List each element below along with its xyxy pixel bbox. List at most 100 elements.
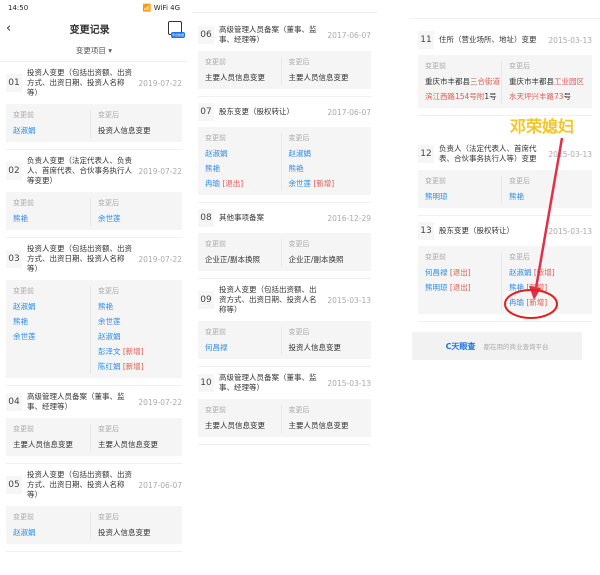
record-list: 06 高级管理人员备案（董事、监事、经理等） 2017-06-07 变更前 主要人员信息… xyxy=(192,12,377,445)
before-label: 变更前 xyxy=(425,62,446,70)
record-header: 02 负责人变更（法定代表人、负责人、首席代表、合伙事务执行人等变更） 2019-0… xyxy=(6,156,182,186)
after-column: 变更后 余世莲 xyxy=(90,198,175,226)
page-title: 变更记录 xyxy=(69,24,110,36)
change-detail: 变更前 熊明琼 变更后 熊艳 xyxy=(418,170,592,208)
back-icon[interactable]: ‹ xyxy=(6,20,12,36)
value-line: 企业正/副本换照 xyxy=(289,252,365,267)
person-link[interactable]: 赵淑娟 xyxy=(288,149,312,158)
person-link[interactable]: 赵淑娟 xyxy=(98,332,121,341)
person-link[interactable]: 赵淑娟 xyxy=(13,528,36,537)
person-link[interactable]: 赵淑娟 xyxy=(13,126,36,135)
record-number: 01 xyxy=(6,74,22,92)
record-date: 2015-03-13 xyxy=(327,378,371,388)
tianyancha-logo: C天眼查 xyxy=(445,341,476,351)
value-text: 企业正/副本换照 xyxy=(288,255,344,264)
change-record: 03 投资人变更（包括出资额、出资方式、出资日期、投资人名称等） 2019-07-2… xyxy=(6,238,182,386)
record-number: 12 xyxy=(418,145,434,163)
after-label: 变更后 xyxy=(98,513,119,521)
record-date: 2015-03-13 xyxy=(548,226,592,236)
person-link[interactable]: 彭泽文 xyxy=(98,347,121,356)
record-date: 2019-07-22 xyxy=(138,166,182,176)
value-line: 水天坪兴丰路73号 xyxy=(509,89,585,104)
record-title: 高级管理人员备案（董事、监事、经理等） xyxy=(219,373,317,392)
value-line: 彭泽文 [新增] xyxy=(98,344,175,359)
before-column: 变更前 何昌禄 xyxy=(205,327,281,355)
record-header: 12 负责人（法定代表人、首席代表、合伙事务执行人等）变更 2015-03-13 xyxy=(418,144,592,164)
change-detail: 变更前 赵淑娟 变更后 投资人信息变更 xyxy=(6,104,182,142)
value-line: 赵淑娟 xyxy=(98,329,175,344)
person-link[interactable]: 熊艳 xyxy=(13,214,28,223)
annotation-label: 邓荣媳妇 xyxy=(509,117,574,136)
person-link[interactable]: 赵淑娟 xyxy=(13,302,36,311)
person-link[interactable]: 余世莲 xyxy=(98,214,121,223)
record-header: 04 高级管理人员备案（董事、监事、经理等） 2019-07-22 xyxy=(6,392,182,412)
change-record: 13 股东变更（股权转让） 2015-03-13 变更前 何昌禄 [退出] 熊明琼 [退出… xyxy=(418,216,592,322)
after-column: 变更后 熊艳 xyxy=(501,176,585,204)
person-link[interactable]: 赵淑娟 xyxy=(509,268,532,277)
value-text: 主要人员信息变更 xyxy=(288,421,349,430)
person-link[interactable]: 何昌禄 xyxy=(425,268,448,277)
before-label: 变更前 xyxy=(205,134,226,142)
change-record: 01 投资人变更（包括出资额、出资方式、出资日期、投资人名称等） 2019-07-2… xyxy=(6,62,182,150)
record-date: 2019-07-22 xyxy=(138,78,182,88)
status-tag: 滨江西路154号附 xyxy=(425,92,485,101)
record-header: 05 投资人变更（包括出资额、出资方式、出资日期、投资人名称等） 2017-06-0… xyxy=(6,470,182,500)
change-record: 12 负责人（法定代表人、首席代表、合伙事务执行人等）变更 2015-03-13 变更… xyxy=(418,138,592,216)
record-date: 2017-06-07 xyxy=(327,30,371,40)
person-link[interactable]: 余世莲 xyxy=(13,332,36,341)
person-link[interactable]: 熊艳 xyxy=(98,302,113,311)
before-label: 变更前 xyxy=(205,58,226,66)
change-item-filter[interactable]: 变更项目 ▾ xyxy=(0,40,188,62)
after-label: 变更后 xyxy=(288,134,310,142)
value-line: 投资人信息变更 xyxy=(98,525,175,540)
person-link[interactable]: 余世莲 xyxy=(288,179,312,188)
record-title: 股东变更（股权转让） xyxy=(439,226,514,235)
before-column: 变更前 主要人员信息变更 xyxy=(205,405,281,433)
person-link[interactable]: 何昌禄 xyxy=(205,343,228,352)
person-link[interactable]: 冉瑜 xyxy=(509,298,524,307)
record-list: 01 投资人变更（包括出资额、出资方式、出资日期、投资人名称等） 2019-07-2… xyxy=(0,62,188,552)
record-header: 13 股东变更（股权转让） 2015-03-13 xyxy=(418,222,592,240)
value-line: 熊艳 [新增] xyxy=(509,280,585,295)
person-link[interactable]: 熊艳 xyxy=(288,164,304,173)
person-link[interactable]: 余世莲 xyxy=(98,317,121,326)
person-link[interactable]: 赵淑娟 xyxy=(205,149,228,158)
record-date: 2015-03-13 xyxy=(327,295,371,305)
before-column: 变更前 主要人员信息变更 xyxy=(13,424,90,452)
person-link[interactable]: 熊艳 xyxy=(205,164,220,173)
person-link[interactable]: 熊艳 xyxy=(509,283,524,292)
person-link[interactable]: 熊艳 xyxy=(509,192,524,201)
before-column: 变更前 熊艳 xyxy=(13,198,90,226)
change-record: 09 投资人变更（包括出资额、出资方式、出资日期、投资人名称等） 2015-03-1… xyxy=(198,279,371,367)
person-link[interactable]: 熊明琼 xyxy=(425,283,448,292)
record-number: 04 xyxy=(6,393,22,411)
record-header: 08 其他事项备案 2016-12-29 xyxy=(198,209,371,227)
after-label: 变更后 xyxy=(509,62,530,70)
value-line: 何昌禄 xyxy=(205,340,281,355)
person-link[interactable]: 冉瑜 xyxy=(205,179,220,188)
after-column: 变更后 投资人信息变更 xyxy=(90,110,175,138)
header: ‹ 变更记录 导出数据 xyxy=(0,16,188,40)
change-detail: 变更前 赵淑娟 变更后 投资人信息变更 xyxy=(6,506,182,544)
person-link[interactable]: 陈红娟 xyxy=(98,362,121,371)
value-line: 冉瑜 [退出] xyxy=(205,176,281,191)
change-detail: 变更前 赵淑娟 熊艳 冉瑜 [退出] 变更后 赵淑娟 熊艳 余世莲 [新增] xyxy=(198,127,371,195)
status-tag: [新增] xyxy=(120,347,144,356)
record-number: 11 xyxy=(418,31,434,49)
status-tag: [新增] xyxy=(311,179,335,188)
value-text: 主要人员信息变更 xyxy=(205,73,265,82)
after-label: 变更后 xyxy=(98,111,119,119)
person-link[interactable]: 熊明琼 xyxy=(425,192,448,201)
value-text: 号 xyxy=(563,92,572,101)
record-title: 股东变更（股权转让） xyxy=(219,107,294,116)
record-title: 投资人变更（包括出资额、出资方式、出资日期、投资人名称等） xyxy=(27,68,132,97)
export-icon[interactable]: 导出数据 xyxy=(167,21,185,38)
person-link[interactable]: 熊艳 xyxy=(13,317,28,326)
record-date: 2019-07-22 xyxy=(138,397,182,407)
status-time: 14:50 xyxy=(8,4,29,12)
change-record: 08 其他事项备案 2016-12-29 变更前 企业正/副本换照 变更后 企业正/副本换照 xyxy=(198,203,371,279)
change-detail: 变更前 主要人员信息变更 变更后 主要人员信息变更 xyxy=(198,51,371,89)
record-date: 2015-03-13 xyxy=(548,35,592,45)
change-detail: 变更前 主要人员信息变更 变更后 主要人员信息变更 xyxy=(198,399,371,437)
footer-banner: C天眼查 都在用的商业查询平台 xyxy=(412,332,582,360)
